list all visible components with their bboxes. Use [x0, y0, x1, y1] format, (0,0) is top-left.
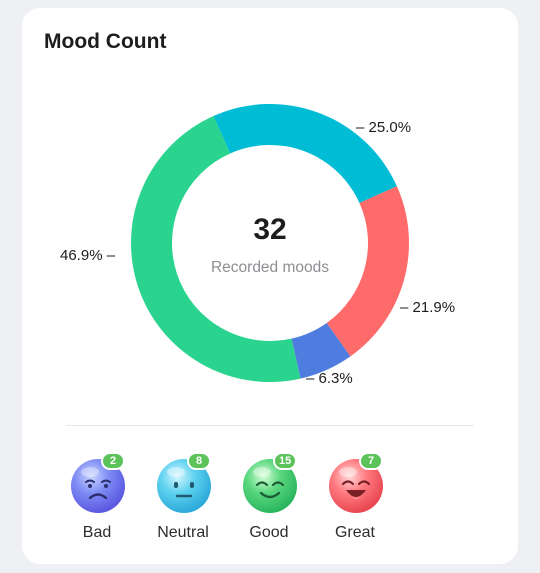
- grinning-face-icon: [329, 459, 383, 513]
- sad-face-icon: [71, 459, 125, 513]
- pct-label-great: – 25.0%: [356, 119, 412, 136]
- mood-donut-chart: [131, 104, 410, 382]
- pct-label-bad: – 21.9%: [400, 299, 456, 316]
- pct-label-neutral: – 6.3%: [306, 370, 353, 387]
- section-divider: [66, 425, 474, 426]
- mood-label: Good: [249, 524, 289, 541]
- recorded-mood-total: 32: [253, 213, 287, 246]
- mood-count-badge: 8: [187, 452, 211, 470]
- mood-label: Great: [334, 524, 375, 541]
- mood-label: Bad: [82, 524, 112, 541]
- mood-item-good[interactable]: 15 Good: [229, 452, 309, 548]
- mood-item-great[interactable]: 7 Great: [315, 452, 395, 548]
- mood-item-neutral[interactable]: 8 Neutral: [143, 452, 223, 548]
- donut-slice-good[interactable]: [131, 116, 301, 382]
- mood-count-badge: 7: [359, 452, 383, 470]
- mood-item-bad[interactable]: 2 Bad: [57, 452, 137, 548]
- mood-count-badge: 15: [273, 452, 298, 470]
- donut-slice-great[interactable]: [213, 104, 397, 203]
- card-title: Mood Count: [44, 30, 167, 53]
- neutral-face-icon: [157, 459, 211, 513]
- smiling-face-icon: [243, 459, 297, 513]
- donut-slice-bad[interactable]: [326, 186, 410, 357]
- pct-label-good: 46.9% –: [60, 247, 116, 264]
- mood-count-badge: 2: [101, 452, 125, 470]
- donut-slice-neutral[interactable]: [291, 322, 351, 379]
- mood-label: Neutral: [157, 524, 209, 541]
- recorded-moods-caption: Recorded moods: [210, 259, 330, 276]
